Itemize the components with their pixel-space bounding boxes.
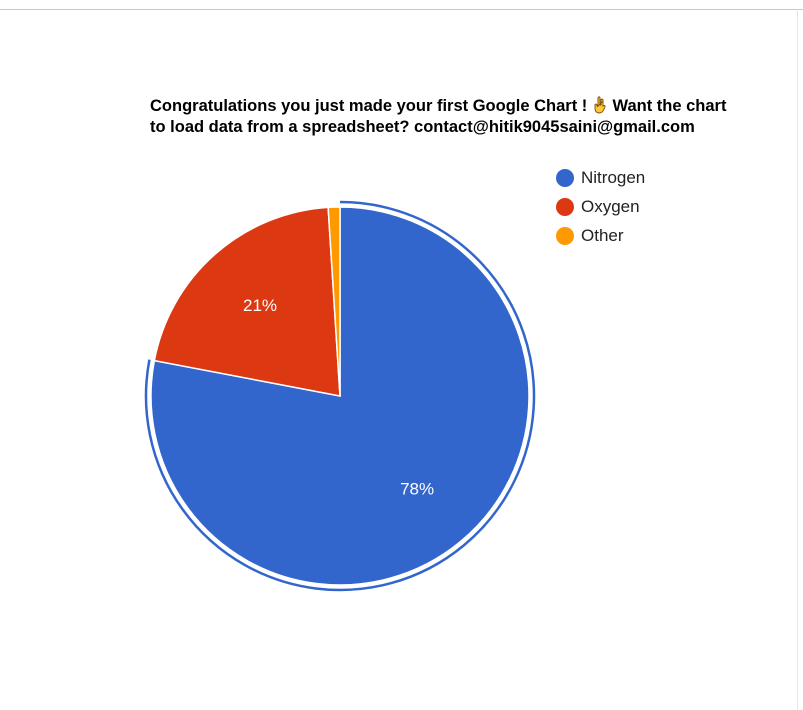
chart-title-text-1-tail: Want the chart <box>612 97 727 115</box>
chart-title-line-2: to load data from a spreadsheet? contact… <box>150 118 695 136</box>
legend-label-oxygen: Oxygen <box>581 196 640 216</box>
pie-slice-nitrogen-highlight-ring <box>144 200 536 592</box>
chart-title-line-1: Congratulations you just made your first… <box>150 96 790 117</box>
legend-item-oxygen[interactable]: Oxygen <box>556 192 645 221</box>
chart-title: Congratulations you just made your first… <box>150 96 790 138</box>
top-divider <box>0 9 803 10</box>
right-divider <box>797 9 798 710</box>
slice-label-nitrogen: 78% <box>400 480 434 499</box>
legend-label-other: Other <box>581 225 624 245</box>
legend-swatch-other <box>556 226 574 245</box>
legend-swatch-oxygen <box>556 197 574 216</box>
pie-slice-other[interactable] <box>327 206 341 397</box>
pie-slice-oxygen[interactable] <box>153 206 341 397</box>
slice-label-oxygen: 21% <box>243 296 277 315</box>
chart-legend: Nitrogen Oxygen Other <box>556 163 645 250</box>
legend-item-nitrogen[interactable]: Nitrogen <box>556 163 645 192</box>
legend-swatch-nitrogen <box>556 168 574 187</box>
legend-item-other[interactable]: Other <box>556 221 645 250</box>
legend-label-nitrogen: Nitrogen <box>581 167 646 187</box>
crossed-fingers-icon <box>594 96 606 114</box>
chart-title-text-1: Congratulations you just made your first… <box>150 97 588 115</box>
